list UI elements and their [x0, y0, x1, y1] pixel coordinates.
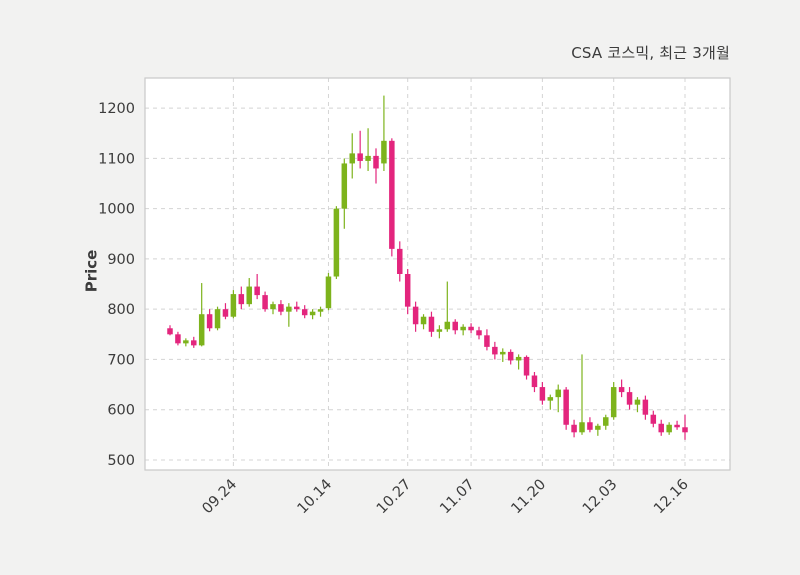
candle-body [682, 427, 688, 433]
x-tick-label: 09.24 [200, 477, 241, 518]
candle-body [547, 397, 554, 401]
candle-body [658, 423, 664, 433]
candle-body [270, 304, 276, 310]
candle-body [357, 153, 363, 161]
y-tick-label: 1000 [98, 202, 135, 218]
candle-body [214, 309, 221, 329]
candle-body [389, 140, 395, 249]
candle-body [286, 306, 292, 312]
candle-body [476, 330, 482, 336]
y-tick-label: 600 [107, 403, 135, 419]
candle-body [198, 314, 205, 346]
candle-body [246, 286, 252, 305]
candle-body [191, 340, 197, 346]
candle-body [436, 329, 443, 332]
candle-body [333, 208, 340, 277]
candle-body [254, 286, 260, 296]
candle-body [309, 311, 316, 316]
candle-body [373, 155, 379, 169]
candle-body [650, 414, 657, 424]
candle-body [325, 276, 332, 309]
candle-body [428, 316, 435, 332]
candle-body [595, 425, 601, 430]
candle-body [206, 314, 213, 329]
candle-body [515, 356, 522, 361]
candle-body [579, 422, 585, 433]
chart-title: CSA 코스믹, 최근 3개월 [571, 44, 730, 62]
candle-body [381, 140, 387, 164]
candle-body [618, 387, 625, 393]
x-tick-label: 11.07 [437, 477, 478, 518]
candle-body [531, 375, 538, 388]
candle-body [603, 417, 609, 426]
x-tick-label: 10.14 [295, 477, 336, 518]
candle-body [183, 340, 189, 344]
plot-border [144, 77, 731, 471]
candle-body [341, 163, 348, 209]
y-tick-label: 700 [107, 352, 135, 368]
candle-body [642, 399, 649, 415]
y-tick-label: 800 [107, 302, 135, 318]
candle-body [674, 424, 680, 428]
candle-body [167, 328, 173, 335]
candle-body [452, 321, 458, 331]
candle-body [412, 306, 419, 325]
candle-body [460, 326, 466, 331]
x-tick-label: 12.16 [651, 477, 692, 518]
candle-body [666, 424, 672, 433]
candle-body [230, 294, 237, 317]
candle-body [301, 309, 308, 316]
candle-body [365, 155, 371, 161]
plot-area [145, 78, 730, 470]
candle-body [468, 326, 474, 331]
candle-body [484, 335, 490, 347]
y-tick-label: 500 [107, 453, 135, 469]
candle-body [404, 274, 411, 307]
candle-body [397, 248, 403, 274]
candle-body [317, 309, 324, 312]
candle-body [500, 351, 506, 355]
x-tick-label: 10.27 [374, 477, 415, 518]
candle-body [262, 295, 268, 310]
candle-body [555, 389, 561, 398]
candle-body [492, 346, 498, 355]
y-tick-label: 1100 [98, 151, 135, 167]
candle-body [222, 309, 229, 317]
candle-body [278, 304, 284, 312]
candle-body [539, 387, 546, 401]
x-tick-label: 11.20 [509, 477, 550, 518]
candle-body [587, 422, 593, 430]
candle-body [634, 399, 641, 405]
candle-body [507, 351, 514, 361]
candle-body [563, 389, 569, 425]
x-tick-label: 12.03 [580, 477, 621, 518]
candle-body [571, 424, 577, 433]
y-tick-label: 1200 [98, 101, 135, 117]
y-tick-label: 900 [107, 252, 135, 268]
y-axis-label: Price [82, 249, 101, 293]
candle-body [238, 294, 245, 305]
candle-body [294, 306, 300, 310]
candle-body [523, 356, 530, 376]
candle-body [175, 334, 181, 344]
candle-body [610, 387, 617, 418]
candle-body [420, 316, 427, 325]
candle-body [626, 392, 633, 405]
candle-body [444, 321, 451, 330]
candle-body [349, 153, 355, 164]
